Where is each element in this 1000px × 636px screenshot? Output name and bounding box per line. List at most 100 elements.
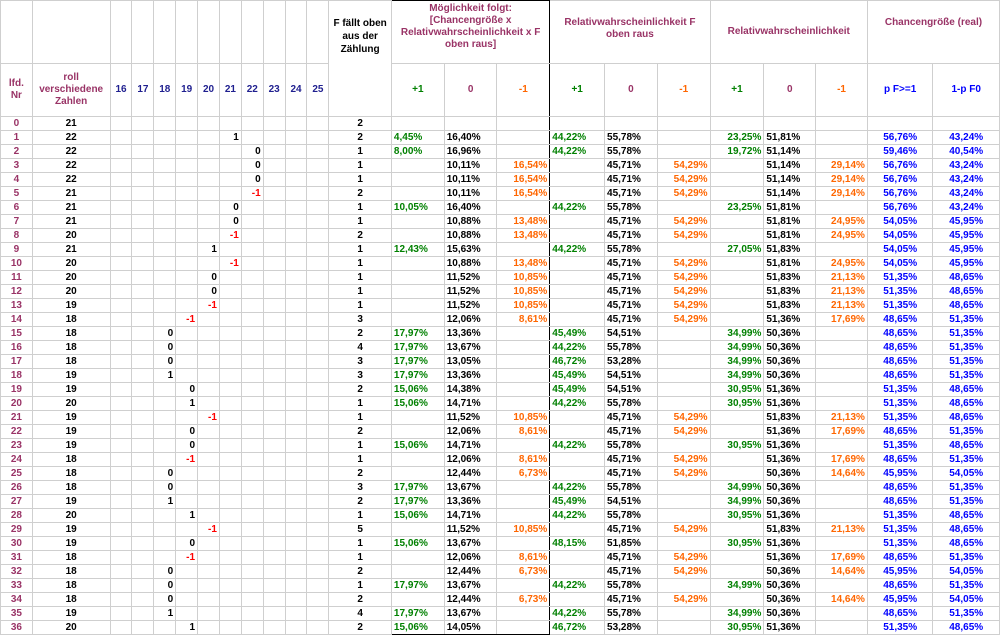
cell-empty[interactable] [240,438,264,453]
cell-roll[interactable]: 18 [31,480,111,495]
cell-empty[interactable] [131,480,155,495]
cell-empty[interactable] [218,536,242,551]
cell-empty[interactable] [197,200,220,215]
cell-empty[interactable] [284,368,308,383]
cell-s-plus[interactable] [709,522,765,537]
cell-empty[interactable] [306,172,330,187]
cell-mark-18[interactable]: 1 [153,606,177,621]
cell-f-faellt[interactable]: 1 [328,438,392,453]
header-cell[interactable] [109,0,133,64]
header-col-21[interactable]: 21 [218,63,242,117]
cell-q[interactable]: 48,65% [932,284,1000,299]
cell-lfd-nr[interactable]: 17 [0,354,33,369]
cell-lfd-nr[interactable]: 9 [0,242,33,257]
cell-empty[interactable] [284,144,308,159]
cell-empty[interactable] [109,522,133,537]
cell-m-zero[interactable]: 10,88% [443,228,498,243]
cell-p[interactable]: 56,76% [866,158,934,173]
cell-f-faellt[interactable]: 1 [328,396,392,411]
cell-r-zero[interactable]: 54,51% [604,382,658,397]
cell-empty[interactable] [284,564,308,579]
cell-empty[interactable] [262,410,286,425]
cell-m-plus[interactable] [390,186,445,201]
header-relw-f[interactable]: Relativwahrscheinlichkeit F oben raus [549,0,711,64]
cell-roll[interactable]: 22 [31,130,111,145]
cell-empty[interactable] [131,172,155,187]
cell-q[interactable]: 48,65% [932,620,1000,635]
cell-r-zero[interactable]: 53,28% [604,620,658,635]
cell-m-minus[interactable] [496,578,551,593]
cell-empty[interactable] [197,340,220,355]
cell-empty[interactable] [240,200,264,215]
header-col-17[interactable]: 17 [131,63,155,117]
cell-empty[interactable] [218,284,242,299]
cell-mark-21[interactable]: 1 [218,130,242,145]
cell-m-zero[interactable]: 16,40% [443,130,498,145]
cell-s-zero[interactable]: 51,36% [763,508,817,523]
cell-r-zero[interactable]: 45,71% [604,228,658,243]
cell-lfd-nr[interactable]: 20 [0,396,33,411]
header-col-18[interactable]: 18 [153,63,177,117]
cell-empty[interactable] [153,172,177,187]
cell-empty[interactable] [306,186,330,201]
cell-empty[interactable] [240,354,264,369]
cell-empty[interactable] [262,326,286,341]
cell-empty[interactable] [109,536,133,551]
cell-m-minus[interactable]: 13,48% [496,256,551,271]
cell-s-minus[interactable]: 21,13% [815,270,868,285]
cell-r-plus[interactable]: 44,22% [549,480,606,495]
cell-empty[interactable] [262,438,286,453]
cell-empty[interactable] [175,298,199,313]
cell-p[interactable]: 51,35% [866,410,934,425]
cell-empty[interactable] [109,508,133,523]
cell-lfd-nr[interactable]: 7 [0,214,33,229]
cell-empty[interactable] [197,592,220,607]
cell-empty[interactable] [240,284,264,299]
cell-empty[interactable] [262,158,286,173]
cell-empty[interactable] [109,144,133,159]
cell-empty[interactable] [240,592,264,607]
cell-mark-20[interactable]: 0 [197,284,220,299]
cell-s-zero[interactable]: 51,36% [763,312,817,327]
cell-empty[interactable] [262,298,286,313]
cell-empty[interactable] [240,466,264,481]
cell-empty[interactable] [131,452,155,467]
cell-m-zero[interactable]: 15,63% [443,242,498,257]
cell-empty[interactable] [109,158,133,173]
cell-s-minus[interactable] [815,340,868,355]
cell-mark-18[interactable]: 0 [153,340,177,355]
cell-q[interactable]: 45,95% [932,214,1000,229]
cell-lfd-nr[interactable]: 33 [0,578,33,593]
cell-empty[interactable] [240,396,264,411]
cell-r-minus[interactable] [656,620,711,635]
cell-q[interactable]: 51,35% [932,326,1000,341]
cell-f-faellt[interactable]: 2 [328,228,392,243]
cell-r-minus[interactable] [656,368,711,383]
cell-empty[interactable] [109,452,133,467]
header-lfd-nr[interactable]: lfd. Nr [0,63,33,117]
cell-p[interactable]: 54,05% [866,228,934,243]
cell-s-plus[interactable]: 27,05% [709,242,765,257]
cell-empty[interactable] [153,410,177,425]
cell-m-zero[interactable]: 11,52% [443,522,498,537]
cell-r-minus[interactable] [656,340,711,355]
cell-q[interactable]: 48,65% [932,298,1000,313]
cell-empty[interactable] [175,522,199,537]
cell-empty[interactable] [306,368,330,383]
cell-empty[interactable] [306,578,330,593]
cell-s-zero[interactable]: 50,36% [763,578,817,593]
cell-lfd-nr[interactable]: 16 [0,340,33,355]
cell-s-plus[interactable]: 19,72% [709,144,765,159]
cell-r-minus[interactable] [656,130,711,145]
cell-empty[interactable] [153,550,177,565]
cell-empty[interactable] [284,130,308,145]
cell-q[interactable]: 43,24% [932,172,1000,187]
cell-f-faellt[interactable]: 5 [328,522,392,537]
cell-r-minus[interactable]: 54,29% [656,256,711,271]
cell-f-faellt[interactable]: 2 [328,466,392,481]
cell-f-faellt[interactable]: 1 [328,172,392,187]
cell-m-zero[interactable]: 10,11% [443,158,498,173]
cell-s-minus[interactable] [815,382,868,397]
cell-m-minus[interactable]: 10,85% [496,298,551,313]
cell-r-zero[interactable] [604,116,658,131]
